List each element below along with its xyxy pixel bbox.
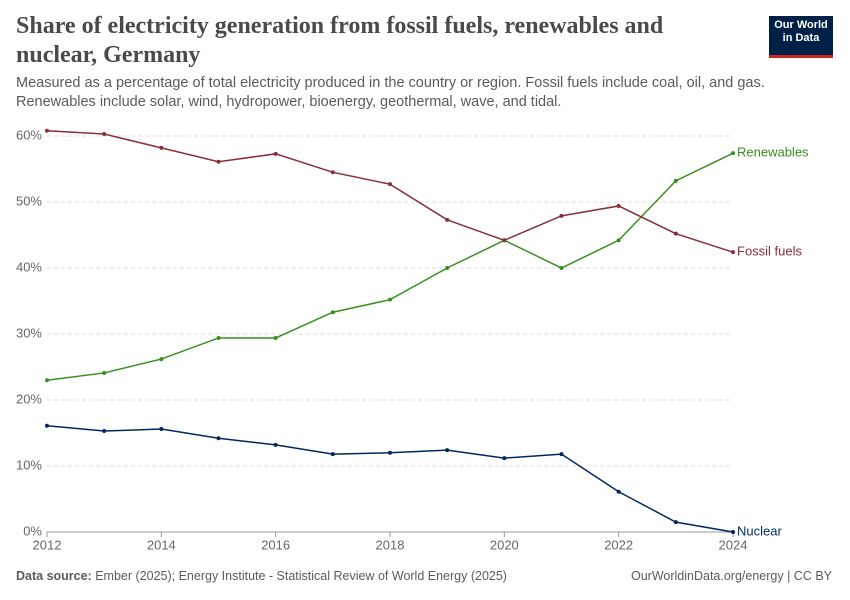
x-tick-label: 2022: [604, 537, 633, 552]
y-tick-label: 40%: [16, 259, 42, 274]
y-tick-label: 50%: [16, 193, 42, 208]
data-point: [330, 310, 335, 315]
logo[interactable]: Our World in Data: [769, 16, 833, 58]
y-tick-label: 60%: [16, 127, 42, 142]
data-point: [616, 489, 621, 494]
chart-subtitle: Measured as a percentage of total electr…: [16, 75, 765, 110]
data-point: [273, 151, 278, 156]
data-point: [559, 266, 564, 270]
data-point: [388, 450, 392, 455]
series-line: [46, 152, 734, 381]
data-point: [559, 452, 564, 457]
data-point: [216, 159, 221, 164]
data-point: [502, 456, 507, 461]
y-tick-label: 0%: [23, 523, 42, 538]
data-point: [731, 250, 735, 255]
data-point: [102, 370, 107, 375]
data-point: [445, 217, 450, 222]
data-point: [330, 452, 335, 457]
data-point: [731, 151, 735, 156]
y-tick-label: 30%: [16, 325, 42, 340]
data-point: [616, 238, 621, 243]
series-label: Nuclear: [737, 523, 782, 538]
series-label: Renewables: [737, 145, 809, 160]
x-tick-label: 2024: [719, 537, 748, 552]
chart-title: Share of electricity generation from fos…: [16, 13, 664, 68]
data-point: [216, 335, 221, 340]
source-label: Data source:: [16, 569, 92, 583]
source: Data source: Ember (2025); Energy Instit…: [16, 569, 507, 583]
data-point: [102, 132, 107, 137]
data-point: [45, 378, 49, 383]
x-tick-label: 2016: [261, 537, 290, 552]
data-point: [273, 442, 278, 447]
data-point: [673, 520, 678, 525]
x-tick-label: 2014: [147, 537, 176, 552]
data-point: [45, 128, 49, 133]
x-tick-label: 2018: [376, 537, 405, 552]
data-point: [159, 145, 164, 150]
data-point: [445, 266, 450, 270]
x-tick-label: 2020: [490, 537, 519, 552]
data-point: [159, 427, 164, 432]
data-point: [45, 423, 49, 428]
data-point: [159, 357, 164, 362]
data-point: [673, 231, 678, 236]
data-point: [445, 448, 450, 453]
x-tick-label: 2012: [33, 537, 62, 552]
data-point: [216, 436, 221, 441]
series-line: [46, 129, 734, 253]
data-point: [616, 203, 621, 208]
data-point: [330, 170, 335, 175]
data-point: [502, 238, 507, 243]
series-line: [46, 424, 734, 533]
data-point: [273, 335, 278, 340]
data-point: [388, 182, 392, 187]
logo-line: Our World: [774, 19, 828, 31]
logo-line: in Data: [782, 32, 820, 44]
series-label: Fossil fuels: [737, 244, 803, 259]
source-text: Ember (2025); Energy Institute - Statist…: [95, 569, 507, 583]
data-point: [559, 213, 564, 218]
footer-link[interactable]: OurWorldinData.org/energy | CC BY: [630, 569, 832, 583]
data-point: [673, 178, 678, 183]
data-point: [388, 297, 392, 302]
data-point: [731, 530, 735, 534]
data-point: [102, 429, 107, 434]
y-tick-label: 20%: [16, 391, 42, 406]
y-tick-label: 10%: [16, 457, 42, 472]
